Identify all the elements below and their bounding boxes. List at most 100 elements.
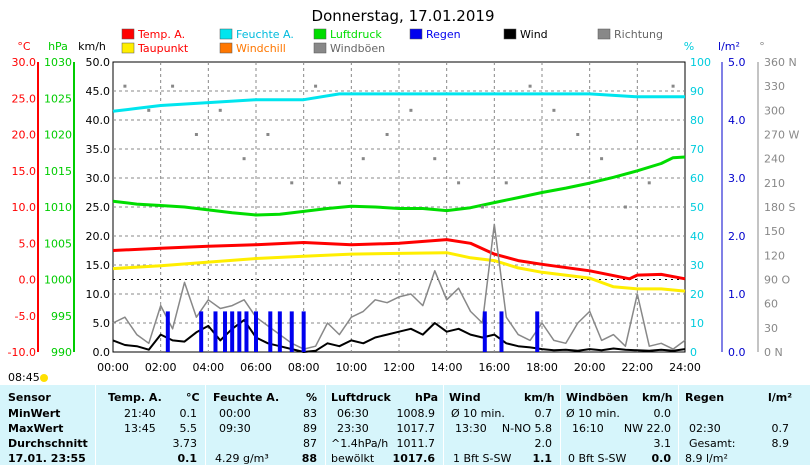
direction-point [337,181,341,185]
direction-unit: ° [759,40,765,53]
series-line-windb-en [112,223,686,350]
rain-tick-label: 1.0 [728,288,746,301]
legend-swatch [121,28,135,40]
avg-wind-value: 2.0 [534,437,553,450]
direction-point [433,157,437,161]
humidity-tick-label: 90 [690,85,704,98]
rain-bar [165,311,170,352]
rain-bar [254,311,258,352]
max-pressure-value: 1017.7 [396,422,436,435]
direction-tick-label: 210 [764,177,785,190]
rain-bar [289,311,294,352]
legend-swatch [219,28,233,40]
direction-point [218,108,222,112]
direction-point [576,133,580,136]
legend-label: Feuchte A. [236,28,294,41]
direction-point [600,157,604,161]
header-pressure: Luftdruck [331,391,391,404]
legend-swatch [597,28,611,40]
avg-gust-value: 3.1 [653,437,672,450]
row-label-max: MaxWert [8,422,64,435]
direction-point [123,84,127,88]
header-temp: Temp. A. [108,391,162,404]
row-label-current: 17.01. 23:55 [8,452,86,465]
humidity-tick-label: 50 [690,201,704,214]
direction-point [504,181,508,185]
header-wind: Wind [449,391,481,404]
direction-tick-label: 300 [764,104,785,117]
direction-tick-label: 180 S [764,201,795,214]
time-tick-label: 08:00 [288,361,320,374]
temp-tick-label: 25.0 [12,92,37,105]
avg-pressure-value: 1011.7 [396,437,436,450]
pressure-tick-label: 995 [51,310,72,323]
humidity-tick-label: 30 [690,259,704,272]
direction-point [361,157,365,161]
wind-tick-label: 20.0 [86,230,111,243]
weather-chart: Donnerstag, 17.01.2019 Temp. A. Feuchte A… [8,7,800,374]
min-humidity-time: 00:00 [219,407,251,420]
avg-pressure-trend: ^1.4hPa/h [331,437,389,450]
min-gust-note: Ø 10 min. [566,407,620,420]
current-rain-value: 8.9 l/m² [685,452,728,465]
max-gust-direction-value: NW 22.0 [623,422,671,435]
legend: Temp. A. Feuchte A. Luftdruck Regen Wind Rich… [121,28,663,55]
humidity-tick-label: 10 [690,317,704,330]
time-tick-label: 18:00 [526,361,558,374]
current-gust-beaufort: 0 Bft S-SW [568,452,627,465]
temp-tick-label: 0.0 [19,274,37,287]
avg-temp-value: 3.73 [172,437,198,450]
min-pressure-value: 1008.9 [396,407,436,420]
rain-bar [237,311,242,352]
current-gust-value: 0.0 [651,452,672,465]
direction-point [409,108,413,112]
direction-tick-label: 150 [764,225,785,238]
wind-tick-label: 15.0 [86,259,111,272]
rain-bar [268,311,273,352]
legend-swatch [313,28,327,40]
pressure-tick-label: 1020 [44,129,72,142]
current-wind-value: 1.1 [532,452,553,465]
rain-bar [230,311,235,352]
wind-tick-label: 25.0 [86,201,111,214]
direction-point [242,157,246,161]
rain-bar [223,311,228,352]
time-tick-label: 14:00 [431,361,463,374]
legend-label: Windchill [236,42,286,55]
temp-tick-label: 15.0 [12,165,37,178]
max-temp-time: 13:45 [124,422,156,435]
time-tick-label: 10:00 [335,361,367,374]
pressure-tick-label: 1030 [44,56,72,69]
header-gust-unit: km/h [642,391,673,404]
wind-tick-label: 50.0 [86,56,111,69]
rain-bar [277,311,282,352]
rain-unit: l/m² [718,40,740,53]
legend-label: Windböen [330,42,385,55]
max-temp-value: 5.5 [179,422,198,435]
direction-point [314,84,318,88]
rain-bar [213,311,218,352]
direction-tick-label: 30 [764,322,778,335]
max-rain-value: 0.7 [771,422,790,435]
header-rain: Regen [685,391,725,404]
min-temp-value: 0.1 [179,407,198,420]
temp-tick-label: 30.0 [12,56,37,69]
plot-area [112,84,686,353]
direction-tick-label: 60 [764,298,778,311]
legend-label: Temp. A. [137,28,185,41]
temp-tick-label: 5.0 [19,237,37,250]
direction-tick-label: 270 W [764,129,799,142]
direction-point [647,181,651,185]
direction-point [457,181,461,185]
time-tick-label: 22:00 [621,361,653,374]
rain-tick-label: 0.0 [728,346,746,359]
legend-swatch [503,28,517,40]
rain-bar [244,311,249,352]
chart-title: Donnerstag, 17.01.2019 [312,7,495,25]
pressure-tick-label: 1005 [44,237,72,250]
series-line-temp-a- [112,238,686,281]
pressure-tick-label: 990 [51,346,72,359]
header-temp-unit: °C [186,391,200,404]
header-pressure-unit: hPa [415,391,439,404]
current-wind-beaufort: 1 Bft S-SW [453,452,512,465]
